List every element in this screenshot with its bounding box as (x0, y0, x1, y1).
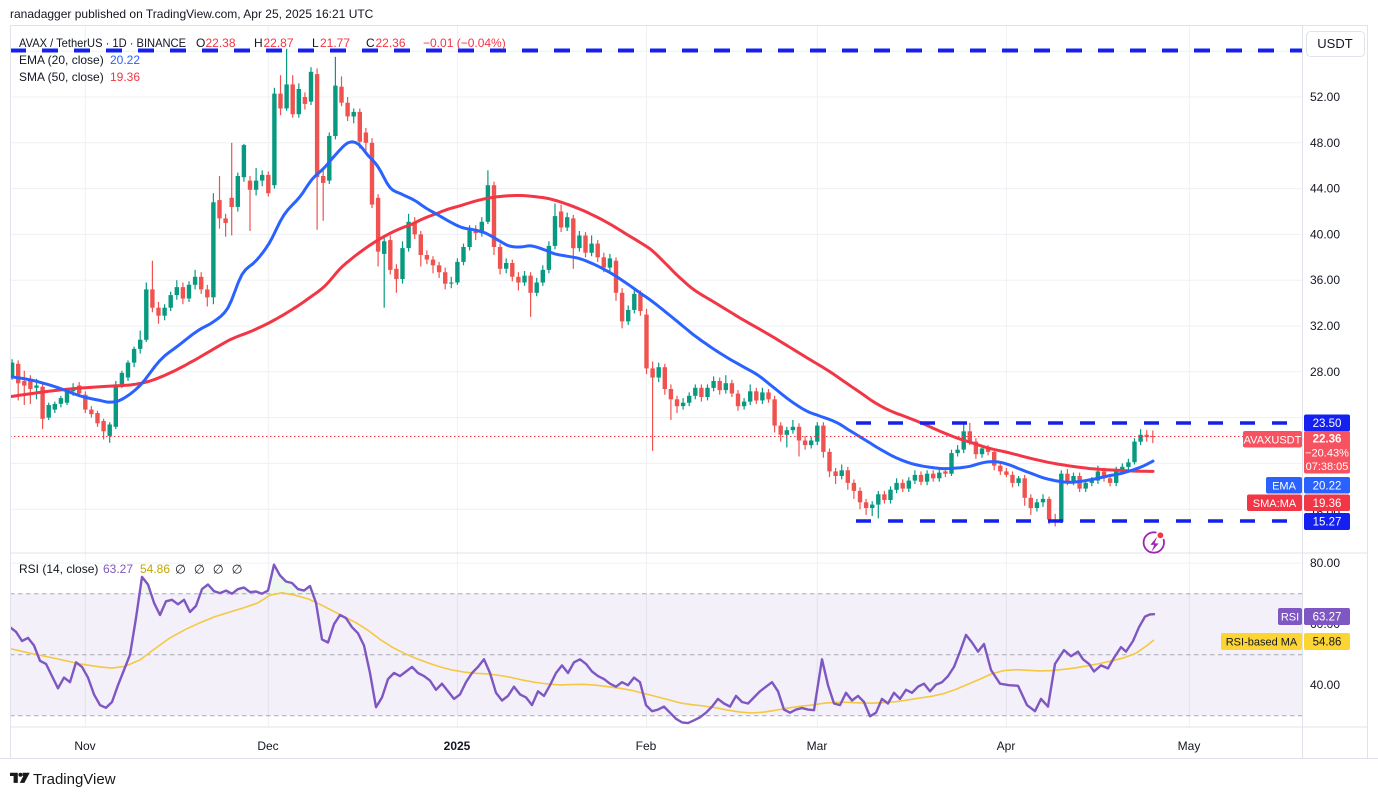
svg-text:21.77: 21.77 (320, 36, 350, 50)
svg-text:AVAXUSDT: AVAXUSDT (1244, 434, 1302, 446)
svg-text:−0.01 (−0.04%): −0.01 (−0.04%) (423, 36, 506, 50)
svg-text:Nov: Nov (74, 739, 95, 753)
svg-text:40.00: 40.00 (1310, 678, 1340, 692)
svg-text:USDT: USDT (1317, 36, 1352, 51)
svg-text:40.00: 40.00 (1310, 227, 1340, 241)
svg-text:L: L (312, 36, 319, 50)
svg-text:∅∅∅∅: ∅∅∅∅ (175, 563, 251, 577)
svg-text:19.36: 19.36 (1313, 498, 1342, 510)
svg-text:63.27: 63.27 (1313, 612, 1342, 624)
svg-text:Dec: Dec (257, 739, 278, 753)
svg-text:TradingView: TradingView (33, 771, 116, 788)
svg-text:80.00: 80.00 (1310, 556, 1340, 570)
svg-text:AVAX / TetherUS · 1D · BINANCE: AVAX / TetherUS · 1D · BINANCE (19, 36, 186, 50)
svg-text:20.22: 20.22 (1313, 480, 1342, 492)
svg-text:07:38:05: 07:38:05 (1306, 461, 1349, 473)
svg-text:C: C (366, 36, 375, 50)
svg-text:−20.43%: −20.43% (1305, 448, 1349, 460)
svg-text:20.22: 20.22 (110, 53, 140, 67)
svg-text:H: H (254, 36, 263, 50)
svg-text:EMA: EMA (1272, 480, 1297, 492)
svg-text:19.36: 19.36 (110, 70, 140, 84)
svg-text:May: May (1178, 739, 1201, 753)
svg-text:ranadagger published on Tradin: ranadagger published on TradingView.com,… (10, 7, 374, 21)
svg-text:22.87: 22.87 (264, 36, 294, 50)
svg-text:28.00: 28.00 (1310, 365, 1340, 379)
svg-text:O: O (196, 36, 205, 50)
svg-text:36.00: 36.00 (1310, 273, 1340, 287)
svg-text:15.27: 15.27 (1313, 517, 1342, 529)
svg-text:52.00: 52.00 (1310, 90, 1340, 104)
svg-text:32.00: 32.00 (1310, 319, 1340, 333)
svg-text:SMA:MA: SMA:MA (1253, 498, 1297, 510)
svg-text:22.36: 22.36 (376, 36, 406, 50)
svg-text:Mar: Mar (807, 739, 828, 753)
svg-text:RSI-based MA: RSI-based MA (1226, 637, 1298, 649)
svg-text:22.38: 22.38 (206, 36, 236, 50)
svg-text:23.50: 23.50 (1313, 418, 1342, 430)
svg-text:54.86: 54.86 (140, 562, 170, 576)
svg-text:Apr: Apr (997, 739, 1016, 753)
svg-text:22.36: 22.36 (1313, 434, 1342, 446)
svg-text:Feb: Feb (636, 739, 657, 753)
svg-text:63.27: 63.27 (103, 562, 133, 576)
svg-text:RSI: RSI (1281, 612, 1299, 624)
svg-text:2025: 2025 (444, 739, 471, 753)
svg-text:EMA (20, close): EMA (20, close) (19, 53, 104, 67)
svg-text:48.00: 48.00 (1310, 136, 1340, 150)
svg-text:54.86: 54.86 (1313, 637, 1342, 649)
svg-text:44.00: 44.00 (1310, 182, 1340, 196)
svg-text:SMA (50, close): SMA (50, close) (19, 70, 104, 84)
svg-text:RSI (14, close): RSI (14, close) (19, 562, 98, 576)
